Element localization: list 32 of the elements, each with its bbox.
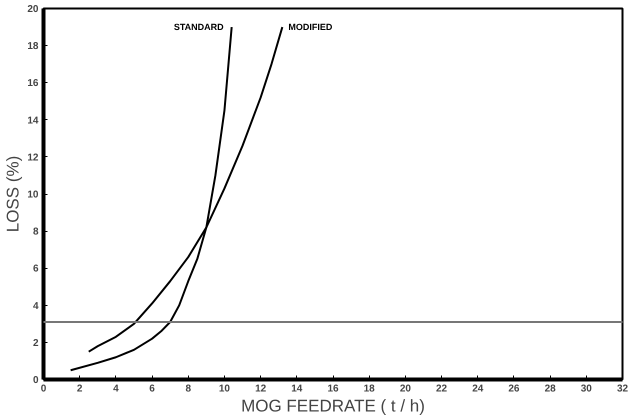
y-axis-title: LOSS (%) — [3, 156, 22, 232]
x-tick-label: 30 — [580, 384, 592, 394]
y-tick-label: 10 — [27, 190, 39, 200]
x-tick-label: 10 — [218, 384, 230, 394]
x-tick-label: 16 — [327, 384, 339, 394]
x-tick-label: 8 — [185, 384, 192, 394]
x-tick-label: 18 — [364, 384, 376, 394]
y-tick-label: 4 — [32, 300, 39, 312]
x-axis-title: MOG FEEDRATE ( t / h) — [241, 396, 425, 416]
y-tick-label: 2 — [32, 338, 39, 349]
x-tick-label: 12 — [255, 384, 267, 394]
x-tick-label: 14 — [291, 384, 303, 394]
y-tick-label: 16 — [27, 78, 39, 90]
series-label: STANDARD — [174, 22, 224, 32]
x-tick-label: 20 — [400, 384, 412, 394]
y-tick-label: 20 — [27, 4, 39, 15]
x-tick-label: 4 — [113, 384, 120, 394]
x-tick-label: 22 — [436, 384, 448, 394]
x-tick-label: 32 — [616, 384, 628, 394]
y-tick-label: 14 — [27, 115, 39, 126]
x-tick-label: 0 — [40, 384, 47, 394]
x-tick-label: 2 — [76, 384, 83, 394]
y-tick-label: 12 — [27, 152, 39, 164]
x-tick-label: 24 — [472, 384, 484, 394]
x-tick-label: 6 — [149, 384, 156, 394]
series-label: MODIFIED — [288, 22, 333, 32]
y-tick-label: 6 — [32, 264, 39, 275]
y-tick-label: 8 — [32, 226, 39, 238]
y-tick-label: 18 — [27, 41, 39, 52]
y-tick-label: 0 — [32, 375, 39, 386]
x-tick-label: 26 — [508, 384, 520, 394]
x-tick-label: 28 — [544, 384, 556, 394]
